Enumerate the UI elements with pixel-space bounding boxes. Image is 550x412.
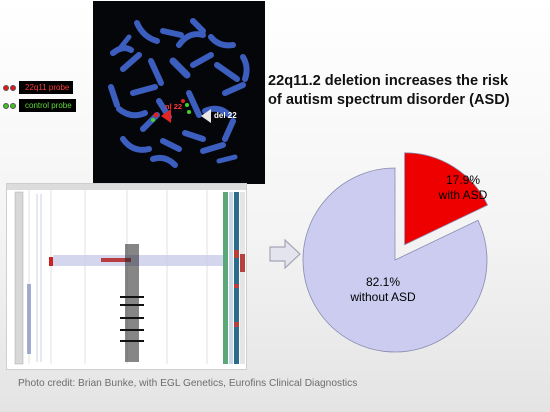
pie-label-without-asd: 82.1% without ASD [328, 275, 438, 305]
legend-label: 22q11 probe [19, 81, 74, 94]
white-pointer-icon [201, 109, 211, 123]
chromosome-image [108, 18, 250, 168]
pie-label-text: with ASD [438, 188, 488, 202]
headline-line-1: 22q11.2 deletion increases the risk [268, 73, 509, 89]
microarray-screenshot [6, 183, 247, 370]
pie-chart: 17.9% with ASD 82.1% without ASD [300, 140, 550, 390]
headline-line-2: of autism spectrum disorder (ASD) [268, 92, 510, 108]
legend-label: control probe [19, 99, 76, 112]
legend-item-control-probe: control probe [3, 99, 76, 112]
green-dot [3, 102, 9, 109]
headline: 22q11.2 deletion increases the risk of a… [268, 72, 548, 110]
pie-slice-with-asd [404, 152, 489, 246]
pie-label-with-asd: 17.9% with ASD [420, 173, 506, 203]
red-probe-dots-icon [3, 84, 16, 91]
pie-svg [302, 152, 489, 353]
right-arrow-icon [269, 238, 301, 270]
pie-label-text: without ASD [350, 290, 416, 304]
red-pointer-icon [161, 109, 171, 123]
photo-credit: Photo credit: Brian Bunke, with EGL Gene… [18, 378, 358, 389]
pie-label-percent: 17.9% [445, 173, 481, 187]
nl22-label: nl 22 [165, 102, 183, 111]
fish-micrograph: nl 22 del 22 [93, 1, 265, 184]
red-dot [3, 84, 9, 91]
green-probe-dots-icon [3, 102, 16, 109]
pie-slice-without-asd [302, 167, 488, 353]
red-dot [10, 84, 16, 91]
pie-label-percent: 82.1% [365, 275, 401, 289]
del22-label: del 22 [214, 111, 237, 120]
green-dot [10, 102, 16, 109]
array-plot [7, 184, 246, 369]
legend-item-22q11-probe: 22q11 probe [3, 81, 74, 94]
